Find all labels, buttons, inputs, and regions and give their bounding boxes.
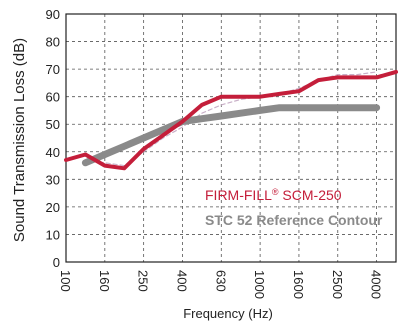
y-tick-label: 90 xyxy=(46,7,60,22)
tick-labels: 0 10 20 30 40 50 60 70 80 90 100 160 250 400 630 1000 16… xyxy=(46,7,384,299)
x-tick-label: 250 xyxy=(136,270,151,292)
x-tick-label: 630 xyxy=(213,270,228,292)
series xyxy=(64,69,398,171)
y-tick-label: 60 xyxy=(46,90,60,105)
y-axis-title: Sound Transmission Loss (dB) xyxy=(11,38,28,242)
legend-firmfill-model: SCM-250 xyxy=(279,187,342,203)
y-tick-label: 0 xyxy=(53,255,60,270)
axes xyxy=(65,13,397,263)
series-firm-fill-line xyxy=(64,69,398,171)
x-tick-label: 100 xyxy=(58,270,73,292)
plot-frame xyxy=(65,13,397,263)
y-tick-label: 70 xyxy=(46,62,60,77)
y-tick-label: 80 xyxy=(46,35,60,50)
y-tick-label: 30 xyxy=(46,172,60,187)
x-tick-label: 400 xyxy=(174,270,189,292)
x-tick-label: 1000 xyxy=(252,270,267,299)
x-tick-label: 1600 xyxy=(291,270,306,299)
x-tick-label: 2500 xyxy=(330,270,345,299)
legend-firmfill-registered: ® xyxy=(272,187,279,197)
y-tick-label: 20 xyxy=(46,200,60,215)
x-tick-label: 4000 xyxy=(369,270,384,299)
legend-firmfill: FIRM-FILL® SCM-250 xyxy=(205,187,342,203)
grid xyxy=(66,13,396,262)
y-tick-label: 10 xyxy=(46,227,60,242)
x-axis-title: Frequency (Hz) xyxy=(183,306,273,321)
series-stc-contour-line xyxy=(81,104,381,167)
legend-stc: STC 52 Reference Contour xyxy=(205,212,383,228)
x-tick-label: 160 xyxy=(97,270,112,292)
y-tick-label: 40 xyxy=(46,145,60,160)
y-tick-label: 50 xyxy=(46,117,60,132)
legend-firmfill-name: FIRM-FILL xyxy=(205,187,272,203)
